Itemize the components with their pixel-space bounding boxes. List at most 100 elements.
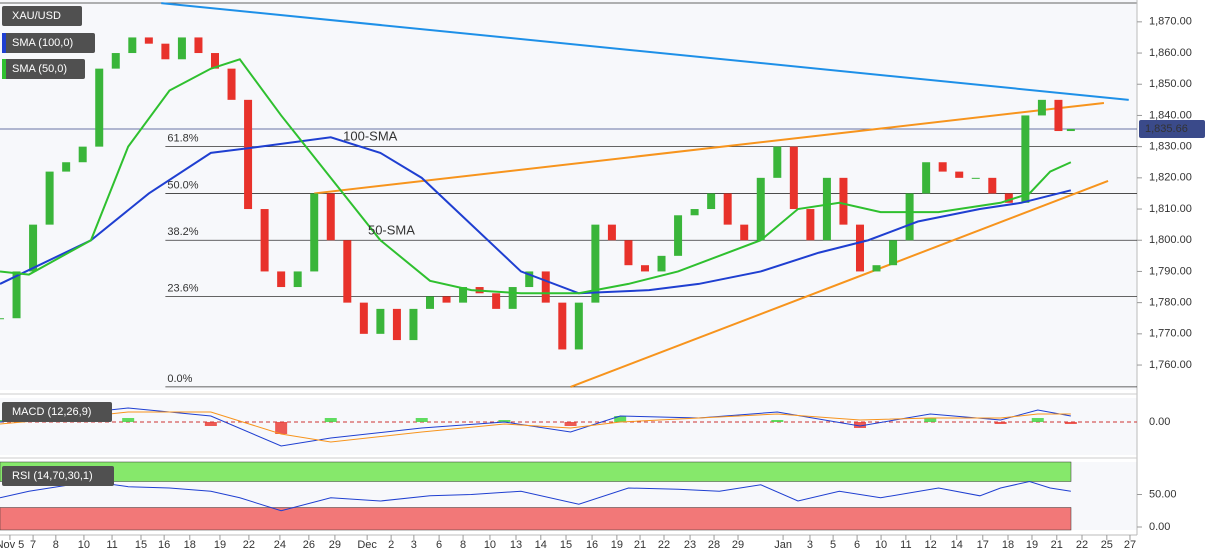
fib-label: 61.8% bbox=[167, 133, 198, 145]
candle bbox=[260, 209, 269, 272]
y-tick-label: 1,770.00 bbox=[1149, 328, 1192, 340]
y-tick-label: 1,860.00 bbox=[1149, 47, 1192, 59]
y-tick-label: 1,790.00 bbox=[1149, 265, 1192, 277]
candle bbox=[740, 224, 749, 241]
macd-bar bbox=[564, 422, 577, 426]
macd-bar bbox=[1031, 418, 1044, 422]
x-tick-label: 11 bbox=[106, 539, 117, 551]
candle bbox=[326, 193, 335, 241]
candle bbox=[227, 68, 236, 100]
x-tick-label: 22 bbox=[243, 539, 255, 551]
main-panel bbox=[0, 0, 1137, 390]
candle bbox=[756, 177, 765, 241]
macd-bar bbox=[924, 418, 937, 422]
macd-bar bbox=[1064, 422, 1077, 424]
candle bbox=[29, 224, 38, 272]
x-tick-label: 5 bbox=[830, 539, 836, 551]
x-tick-label: 25 bbox=[1101, 539, 1113, 551]
candle bbox=[78, 146, 87, 163]
candle bbox=[525, 271, 534, 288]
candle bbox=[674, 215, 683, 256]
macd-bar bbox=[853, 422, 866, 428]
x-tick-label: 22 bbox=[1076, 539, 1088, 551]
candle bbox=[723, 193, 732, 225]
macd-bar bbox=[204, 422, 217, 426]
macd-bar bbox=[275, 422, 288, 434]
x-tick-label: 10 bbox=[78, 539, 90, 551]
x-tick-label: 14 bbox=[951, 539, 963, 551]
candle bbox=[922, 162, 931, 194]
legend-box bbox=[2, 6, 82, 26]
rsi-tick-label: 0.00 bbox=[1149, 521, 1170, 533]
legend: XAU/USD SMA (100,0) SMA (50,0) MACD (12,… bbox=[2, 6, 114, 486]
candle bbox=[392, 308, 401, 341]
x-tick-label: 21 bbox=[1051, 539, 1063, 551]
macd-bar bbox=[324, 418, 337, 422]
candle bbox=[1021, 115, 1030, 203]
macd-bar bbox=[994, 422, 1007, 424]
candle bbox=[558, 302, 567, 350]
legend-entry: SMA (50,0) bbox=[12, 63, 67, 75]
candle bbox=[508, 287, 517, 309]
candle bbox=[409, 308, 418, 341]
x-tick-label: 18 bbox=[184, 539, 196, 551]
x-tick-label: 15 bbox=[560, 539, 572, 551]
x-tick-label: 16 bbox=[586, 539, 598, 551]
x-tick-label: 28 bbox=[708, 539, 720, 551]
candle bbox=[359, 302, 368, 334]
fib-label: 38.2% bbox=[167, 226, 198, 238]
x-tick-label: 15 bbox=[135, 539, 147, 551]
oversold-zone bbox=[0, 507, 1072, 531]
x-tick-label: 21 bbox=[634, 539, 646, 551]
candle bbox=[624, 240, 633, 266]
macd-bar bbox=[122, 418, 135, 422]
fib-label: 50.0% bbox=[167, 179, 198, 191]
candle bbox=[591, 224, 600, 303]
candle bbox=[244, 99, 253, 210]
annotation: 100-SMA bbox=[343, 129, 398, 144]
y-tick-label: 1,760.00 bbox=[1149, 359, 1192, 371]
x-tick-label: 3 bbox=[807, 539, 813, 551]
candle bbox=[12, 271, 21, 319]
candle bbox=[194, 37, 203, 54]
x-tick-label: 23 bbox=[684, 539, 696, 551]
candle bbox=[1066, 128, 1075, 132]
legend-box bbox=[2, 59, 85, 79]
x-tick-label: 12 bbox=[925, 539, 937, 551]
y-tick-label: 1,830.00 bbox=[1149, 141, 1192, 153]
x-tick-label: 11 bbox=[900, 539, 911, 551]
x-tick-label: 17 bbox=[977, 539, 989, 551]
last-price-label: 1,835.66 bbox=[1145, 123, 1188, 135]
candle bbox=[822, 177, 831, 241]
candle bbox=[128, 37, 137, 54]
candle bbox=[210, 53, 219, 69]
y-tick-label: 1,780.00 bbox=[1149, 297, 1192, 309]
candle bbox=[1004, 193, 1013, 203]
candle bbox=[955, 171, 964, 178]
sma-line bbox=[0, 58, 1072, 295]
candle bbox=[442, 296, 451, 303]
legend-box bbox=[2, 466, 114, 486]
x-tick-label: 18 bbox=[1002, 539, 1014, 551]
x-tick-label: 3 bbox=[411, 539, 417, 551]
candle bbox=[971, 177, 980, 179]
trend-line bbox=[161, 2, 1129, 101]
candle bbox=[310, 193, 319, 272]
x-tick-label: 13 bbox=[510, 539, 522, 551]
x-tick-label: 8 bbox=[53, 539, 59, 551]
annotation: 50-SMA bbox=[368, 222, 415, 237]
x-tick-label: Dec bbox=[357, 539, 377, 551]
candle bbox=[425, 296, 434, 309]
candle bbox=[889, 240, 898, 266]
legend-swatch bbox=[2, 59, 6, 79]
x-tick-label: 19 bbox=[214, 539, 226, 551]
y-tick-label: 1,840.00 bbox=[1149, 109, 1192, 121]
x-tick-label: 29 bbox=[732, 539, 744, 551]
candle bbox=[1054, 99, 1063, 132]
candle bbox=[707, 193, 716, 210]
candle bbox=[343, 240, 352, 303]
x-tick-label: 19 bbox=[1026, 539, 1038, 551]
x-tick-label: 29 bbox=[329, 539, 341, 551]
last-price-box bbox=[1139, 119, 1205, 138]
y-tick-label: 1,810.00 bbox=[1149, 203, 1192, 215]
